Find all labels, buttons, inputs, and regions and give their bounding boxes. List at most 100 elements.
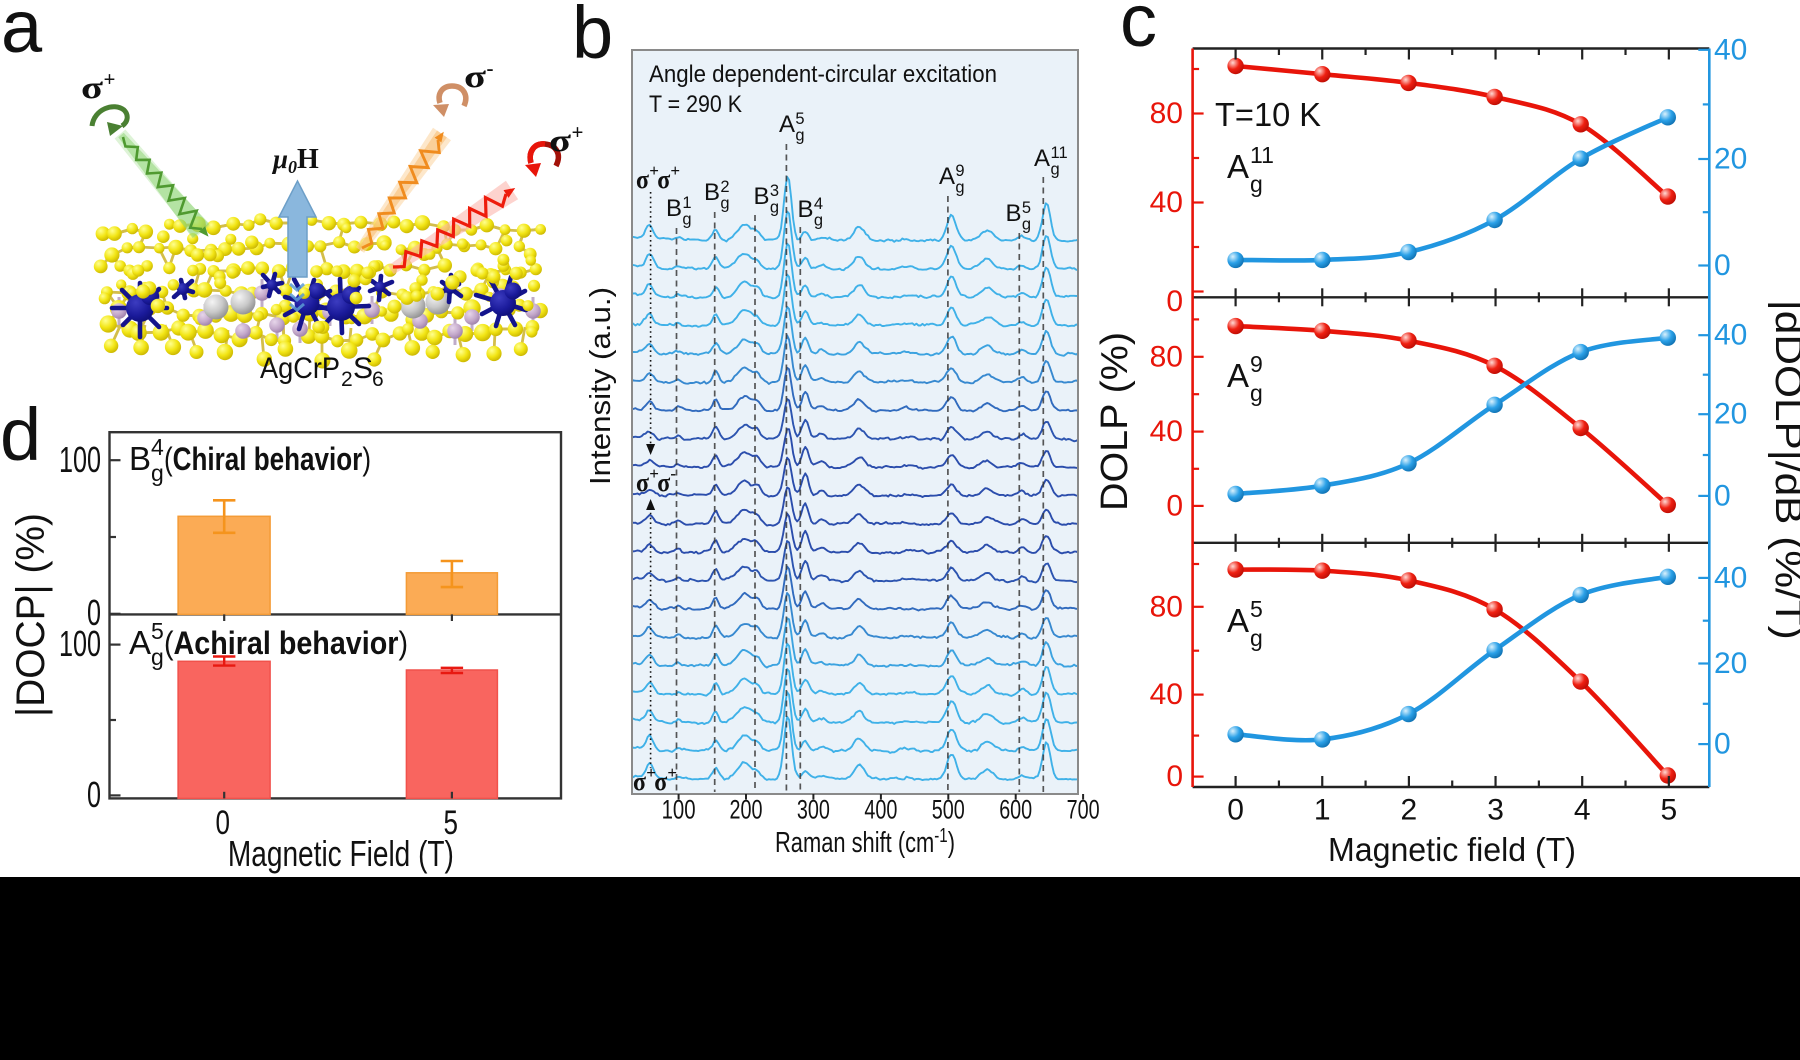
- svg-text:80: 80: [1150, 97, 1183, 130]
- svg-text:20: 20: [1714, 398, 1747, 431]
- svg-text:100: 100: [59, 439, 101, 480]
- svg-text:0: 0: [1166, 489, 1183, 522]
- svg-text:+: +: [649, 161, 659, 180]
- svg-text:80: 80: [1150, 590, 1183, 623]
- svg-text:0: 0: [288, 157, 297, 177]
- svg-text:μ: μ: [271, 144, 288, 174]
- svg-text:5: 5: [1661, 794, 1678, 827]
- svg-text:S: S: [353, 352, 373, 385]
- svg-text:g: g: [1250, 380, 1263, 406]
- svg-text:0: 0: [1714, 728, 1731, 761]
- svg-text:11: 11: [1051, 144, 1068, 162]
- svg-text:|DOCP| (%): |DOCP| (%): [9, 513, 53, 717]
- svg-text:g: g: [1250, 625, 1263, 651]
- svg-text:11: 11: [1250, 142, 1274, 168]
- svg-text:2: 2: [720, 178, 729, 196]
- svg-text:400: 400: [864, 795, 897, 825]
- svg-text:A: A: [1227, 602, 1249, 639]
- svg-text:-: -: [670, 464, 676, 483]
- svg-text:c: c: [1120, 0, 1157, 62]
- svg-text:9: 9: [1250, 351, 1263, 377]
- svg-text:300: 300: [797, 795, 830, 825]
- svg-text:T=10 K: T=10 K: [1215, 96, 1321, 133]
- svg-text:0: 0: [1714, 479, 1731, 512]
- svg-text:0: 0: [87, 774, 101, 815]
- svg-text:0: 0: [1166, 285, 1183, 318]
- svg-text:4: 4: [1574, 794, 1591, 827]
- svg-text:σ: σ: [657, 164, 671, 194]
- svg-text:Intensity (a.u.): Intensity (a.u.): [585, 287, 617, 485]
- svg-text:g: g: [151, 644, 164, 670]
- svg-text:g: g: [1051, 161, 1060, 179]
- svg-text:a: a: [1, 0, 43, 68]
- svg-text:B: B: [129, 440, 151, 477]
- svg-text:b: b: [572, 0, 613, 74]
- svg-text:+: +: [649, 464, 659, 483]
- svg-text:+: +: [104, 67, 116, 91]
- svg-text:4: 4: [151, 434, 164, 460]
- svg-text:80: 80: [1150, 340, 1183, 373]
- svg-text:Raman shift (cm-1): Raman shift (cm-1): [775, 825, 955, 859]
- svg-text:3: 3: [1487, 794, 1504, 827]
- svg-text:200: 200: [730, 795, 763, 825]
- svg-text:A: A: [129, 624, 151, 661]
- svg-text:1: 1: [1314, 794, 1331, 827]
- svg-text:20: 20: [1714, 647, 1747, 680]
- svg-text:5: 5: [1250, 596, 1263, 622]
- svg-text:4: 4: [814, 195, 823, 213]
- svg-text:g: g: [770, 199, 779, 217]
- svg-text:σ: σ: [654, 766, 668, 796]
- svg-text:6: 6: [372, 368, 384, 391]
- svg-text:5: 5: [795, 110, 804, 128]
- svg-text:0: 0: [1166, 760, 1183, 793]
- svg-text:d: d: [0, 393, 41, 476]
- svg-text:A: A: [939, 163, 955, 190]
- svg-text:500: 500: [932, 795, 965, 825]
- svg-text:700: 700: [1067, 795, 1100, 825]
- svg-text:3: 3: [770, 182, 779, 200]
- svg-text:g: g: [151, 460, 164, 486]
- svg-text:DOLP (%): DOLP (%): [1094, 332, 1136, 511]
- svg-text:|dDOLP|/dB (%/T): |dDOLP|/dB (%/T): [1767, 300, 1800, 640]
- svg-text:0: 0: [1227, 794, 1244, 827]
- svg-text:A: A: [1034, 145, 1050, 172]
- svg-text:σ: σ: [657, 467, 671, 497]
- svg-text:σ: σ: [464, 58, 487, 94]
- svg-text:(Chiral behavior): (Chiral behavior): [164, 441, 371, 477]
- svg-text:-: -: [487, 56, 494, 80]
- svg-text:600: 600: [999, 795, 1032, 825]
- svg-text:g: g: [1250, 171, 1263, 197]
- svg-text:g: g: [795, 127, 804, 145]
- svg-text:T = 290 K: T = 290 K: [649, 91, 743, 118]
- svg-text:H: H: [297, 144, 319, 175]
- svg-text:0: 0: [216, 804, 231, 842]
- svg-text:5: 5: [151, 618, 164, 644]
- svg-text:40: 40: [1714, 33, 1747, 66]
- svg-text:+: +: [572, 120, 584, 144]
- svg-text:B: B: [798, 196, 814, 223]
- svg-text:A: A: [779, 111, 795, 138]
- svg-text:g: g: [955, 179, 964, 197]
- svg-text:g: g: [814, 212, 823, 230]
- svg-text:σ: σ: [636, 164, 650, 194]
- svg-text:5: 5: [443, 804, 458, 842]
- svg-text:20: 20: [1714, 143, 1747, 176]
- svg-text:g: g: [1022, 216, 1031, 234]
- svg-text:B: B: [666, 195, 682, 222]
- svg-text:40: 40: [1150, 678, 1183, 711]
- svg-text:σ: σ: [633, 766, 647, 796]
- svg-text:B: B: [1006, 200, 1022, 227]
- svg-text:5: 5: [1022, 199, 1031, 217]
- svg-text:σ: σ: [636, 467, 650, 497]
- svg-text:40: 40: [1714, 319, 1747, 352]
- svg-text:2: 2: [1401, 794, 1418, 827]
- svg-text:B: B: [754, 183, 770, 210]
- svg-text:40: 40: [1150, 415, 1183, 448]
- svg-text:Magnetic field (T): Magnetic field (T): [1328, 831, 1576, 868]
- svg-text:100: 100: [59, 623, 101, 664]
- svg-text:g: g: [720, 195, 729, 213]
- svg-text:(Achiral behavior): (Achiral behavior): [164, 625, 408, 661]
- svg-text:Angle dependent-circular excit: Angle dependent-circular excitation: [649, 61, 997, 88]
- svg-text:+: +: [667, 763, 677, 782]
- svg-text:0: 0: [1714, 249, 1731, 282]
